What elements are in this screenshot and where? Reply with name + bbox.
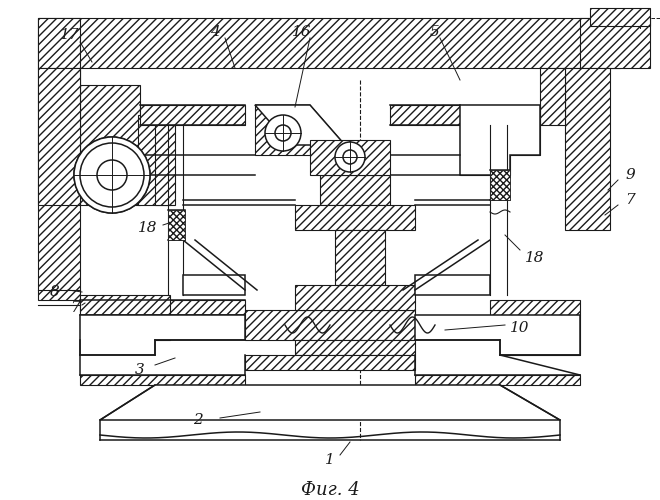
Polygon shape <box>415 275 490 295</box>
Polygon shape <box>415 315 580 355</box>
Circle shape <box>74 137 150 213</box>
Circle shape <box>335 142 365 172</box>
Circle shape <box>265 115 301 151</box>
Polygon shape <box>140 105 245 125</box>
Polygon shape <box>490 170 510 200</box>
Polygon shape <box>245 310 415 340</box>
Polygon shape <box>310 140 390 175</box>
Polygon shape <box>460 105 540 175</box>
Polygon shape <box>295 285 415 310</box>
Text: 17: 17 <box>60 28 80 42</box>
Circle shape <box>97 160 127 190</box>
Text: 18: 18 <box>525 251 544 265</box>
Polygon shape <box>335 230 385 285</box>
Text: 8: 8 <box>50 285 60 299</box>
Polygon shape <box>320 175 390 205</box>
Circle shape <box>80 143 144 207</box>
Text: Фиг. 4: Фиг. 4 <box>300 481 360 499</box>
Polygon shape <box>168 210 185 240</box>
Circle shape <box>80 143 144 207</box>
Polygon shape <box>490 300 580 315</box>
Text: 18: 18 <box>138 221 158 235</box>
Circle shape <box>343 150 357 164</box>
Polygon shape <box>80 375 245 385</box>
Polygon shape <box>80 295 170 315</box>
Polygon shape <box>255 105 310 155</box>
Polygon shape <box>155 125 175 205</box>
Polygon shape <box>38 68 80 300</box>
Polygon shape <box>183 275 245 295</box>
Circle shape <box>97 160 127 190</box>
Polygon shape <box>255 105 345 145</box>
Polygon shape <box>80 300 245 315</box>
Polygon shape <box>138 115 170 205</box>
Polygon shape <box>255 105 345 145</box>
Polygon shape <box>415 375 580 385</box>
Text: 3: 3 <box>135 363 145 377</box>
Polygon shape <box>38 18 620 68</box>
Polygon shape <box>245 355 415 370</box>
Text: 1: 1 <box>325 453 335 467</box>
Polygon shape <box>295 340 415 355</box>
Polygon shape <box>100 385 560 420</box>
Text: 2: 2 <box>193 413 203 427</box>
Polygon shape <box>38 18 80 68</box>
Polygon shape <box>80 315 245 355</box>
Text: 9: 9 <box>625 168 635 182</box>
Circle shape <box>275 125 291 141</box>
Polygon shape <box>295 205 415 230</box>
Polygon shape <box>38 68 80 205</box>
Text: 7: 7 <box>70 301 80 315</box>
Text: 10: 10 <box>510 321 530 335</box>
Text: 7: 7 <box>625 193 635 207</box>
Polygon shape <box>580 18 650 68</box>
Bar <box>590 8 650 26</box>
Text: 16: 16 <box>292 25 312 39</box>
Polygon shape <box>80 315 170 340</box>
Polygon shape <box>390 105 460 125</box>
Polygon shape <box>460 105 540 175</box>
Polygon shape <box>565 68 610 230</box>
Text: 4: 4 <box>210 25 220 39</box>
Polygon shape <box>80 85 140 205</box>
Circle shape <box>74 137 150 213</box>
Polygon shape <box>540 68 565 125</box>
Text: 5: 5 <box>430 25 440 39</box>
Polygon shape <box>500 315 580 355</box>
